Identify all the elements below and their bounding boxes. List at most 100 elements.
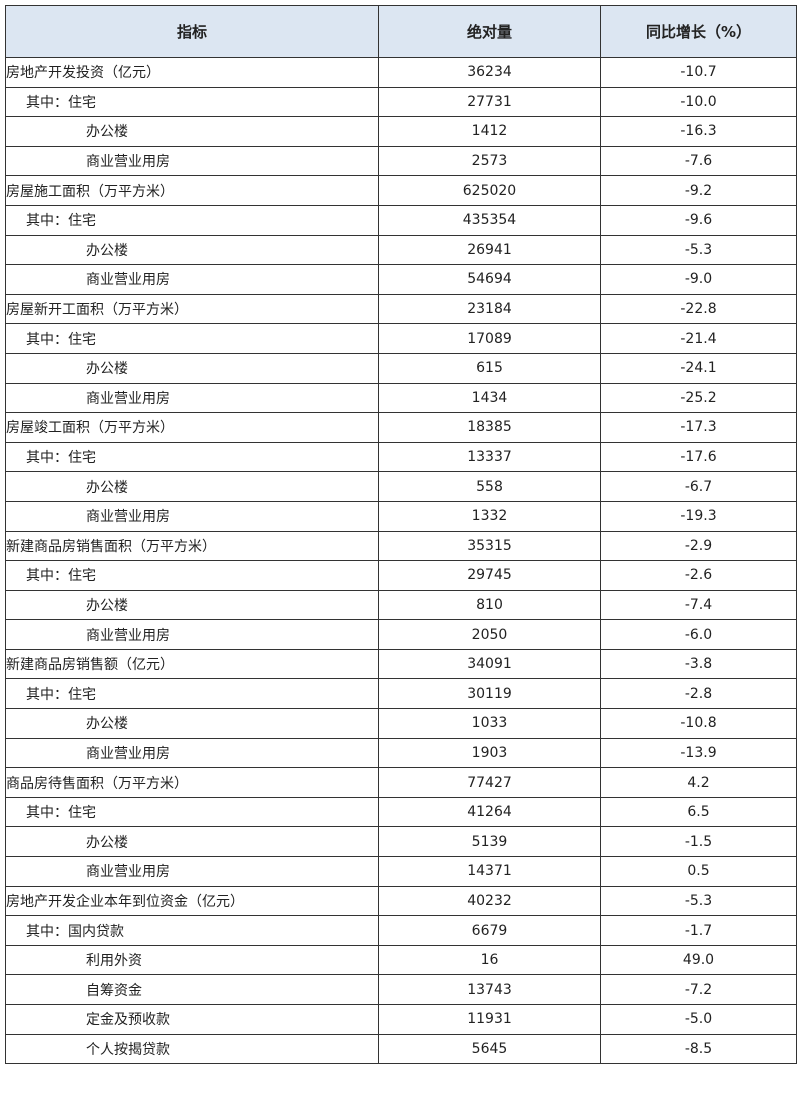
table-row: 房地产开发企业本年到位资金（亿元） 40232 -5.3 <box>5 885 797 917</box>
table-row: 房屋施工面积（万平方米） 625020 -9.2 <box>5 175 797 206</box>
absolute-value-cell: 23184 <box>378 293 601 325</box>
yoy-growth-cell: -5.0 <box>600 1004 797 1035</box>
table-row: 商品房待售面积（万平方米） 77427 4.2 <box>5 767 797 798</box>
indicator-cell: 商业营业用房 <box>5 145 379 177</box>
absolute-value-cell: 40232 <box>378 885 601 917</box>
absolute-value-cell: 435354 <box>378 204 601 236</box>
indicator-cell: 房屋新开工面积（万平方米） <box>5 293 379 325</box>
yoy-growth-cell: -19.3 <box>600 500 797 532</box>
table-row: 商业营业用房 1434 -25.2 <box>5 382 797 414</box>
indicator-cell: 其中：住宅 <box>5 86 379 118</box>
absolute-value-cell: 810 <box>378 589 601 621</box>
absolute-value-cell: 5139 <box>378 826 601 858</box>
indicator-cell: 房地产开发企业本年到位资金（亿元） <box>5 885 379 917</box>
indicator-cell: 商业营业用房 <box>5 500 379 532</box>
indicator-cell: 办公楼 <box>5 234 379 266</box>
absolute-value-cell: 17089 <box>378 323 601 354</box>
table-row: 新建商品房销售面积（万平方米） 35315 -2.9 <box>5 530 797 562</box>
table-row: 其中：住宅 17089 -21.4 <box>5 323 797 354</box>
table-row: 利用外资 16 49.0 <box>5 944 797 976</box>
table-row: 定金及预收款 11931 -5.0 <box>5 1004 797 1035</box>
absolute-value-cell: 1332 <box>378 500 601 532</box>
absolute-value-cell: 2573 <box>378 145 601 177</box>
yoy-growth-cell: -17.6 <box>600 441 797 473</box>
absolute-value-cell: 6679 <box>378 915 601 946</box>
indicator-cell: 自筹资金 <box>5 974 379 1005</box>
yoy-growth-cell: -13.9 <box>600 737 797 769</box>
yoy-growth-cell: -2.6 <box>600 560 797 591</box>
indicator-cell: 其中：住宅 <box>5 323 379 354</box>
yoy-growth-cell: -1.7 <box>600 915 797 946</box>
table-row: 其中：住宅 435354 -9.6 <box>5 204 797 236</box>
table-row: 商业营业用房 14371 0.5 <box>5 856 797 887</box>
indicator-cell: 商业营业用房 <box>5 619 379 650</box>
yoy-growth-cell: -6.0 <box>600 619 797 650</box>
absolute-value-cell: 2050 <box>378 619 601 650</box>
table-row: 房地产开发投资（亿元） 36234 -10.7 <box>5 57 797 88</box>
table-row: 办公楼 26941 -5.3 <box>5 234 797 266</box>
table-row: 办公楼 5139 -1.5 <box>5 826 797 858</box>
yoy-growth-cell: -2.8 <box>600 678 797 710</box>
yoy-growth-cell: 4.2 <box>600 767 797 798</box>
yoy-growth-cell: -7.6 <box>600 145 797 177</box>
yoy-growth-cell: 49.0 <box>600 944 797 976</box>
indicator-cell: 商业营业用房 <box>5 856 379 887</box>
yoy-growth-cell: -5.3 <box>600 885 797 917</box>
table-row: 办公楼 810 -7.4 <box>5 589 797 621</box>
absolute-value-cell: 41264 <box>378 796 601 828</box>
absolute-value-cell: 14371 <box>378 856 601 887</box>
indicator-cell: 其中：住宅 <box>5 560 379 591</box>
yoy-growth-cell: -9.6 <box>600 204 797 236</box>
absolute-value-cell: 13743 <box>378 974 601 1005</box>
absolute-value-cell: 11931 <box>378 1004 601 1035</box>
absolute-value-cell: 29745 <box>378 560 601 591</box>
indicator-cell: 定金及预收款 <box>5 1004 379 1035</box>
yoy-growth-cell: -8.5 <box>600 1033 797 1065</box>
table-row: 其中：住宅 13337 -17.6 <box>5 441 797 473</box>
table-row: 商业营业用房 2050 -6.0 <box>5 619 797 650</box>
table-row: 商业营业用房 54694 -9.0 <box>5 264 797 295</box>
table-row: 办公楼 558 -6.7 <box>5 471 797 502</box>
indicator-cell: 利用外资 <box>5 944 379 976</box>
table-row: 办公楼 1033 -10.8 <box>5 708 797 739</box>
indicator-cell: 新建商品房销售额（亿元） <box>5 648 379 680</box>
yoy-growth-cell: -7.2 <box>600 974 797 1005</box>
absolute-value-cell: 30119 <box>378 678 601 710</box>
absolute-value-cell: 5645 <box>378 1033 601 1065</box>
absolute-value-cell: 1903 <box>378 737 601 769</box>
yoy-growth-cell: -6.7 <box>600 471 797 502</box>
indicator-cell: 商业营业用房 <box>5 264 379 295</box>
absolute-value-cell: 77427 <box>378 767 601 798</box>
table-row: 个人按揭贷款 5645 -8.5 <box>5 1033 797 1065</box>
table-row: 房屋竣工面积（万平方米） 18385 -17.3 <box>5 412 797 443</box>
header-yoy-growth: 同比增长（%） <box>600 5 797 58</box>
indicator-cell: 个人按揭贷款 <box>5 1033 379 1065</box>
absolute-value-cell: 1033 <box>378 708 601 739</box>
indicator-cell: 房地产开发投资（亿元） <box>5 57 379 88</box>
absolute-value-cell: 35315 <box>378 530 601 562</box>
absolute-value-cell: 13337 <box>378 441 601 473</box>
indicator-cell: 办公楼 <box>5 589 379 621</box>
absolute-value-cell: 54694 <box>378 264 601 295</box>
real-estate-statistics-table: 指标 绝对量 同比增长（%） 房地产开发投资（亿元） 36234 -10.7 其中：住… <box>5 5 797 1065</box>
indicator-cell: 其中：住宅 <box>5 204 379 236</box>
indicator-cell: 办公楼 <box>5 826 379 858</box>
table-row: 商业营业用房 1332 -19.3 <box>5 500 797 532</box>
absolute-value-cell: 34091 <box>378 648 601 680</box>
indicator-cell: 房屋竣工面积（万平方米） <box>5 412 379 443</box>
yoy-growth-cell: -24.1 <box>600 352 797 384</box>
yoy-growth-cell: -5.3 <box>600 234 797 266</box>
indicator-cell: 房屋施工面积（万平方米） <box>5 175 379 206</box>
table-row: 房屋新开工面积（万平方米） 23184 -22.8 <box>5 293 797 325</box>
yoy-growth-cell: -22.8 <box>600 293 797 325</box>
yoy-growth-cell: 0.5 <box>600 856 797 887</box>
table-row: 商业营业用房 1903 -13.9 <box>5 737 797 769</box>
yoy-growth-cell: -3.8 <box>600 648 797 680</box>
indicator-cell: 其中：住宅 <box>5 441 379 473</box>
table-row: 其中：住宅 27731 -10.0 <box>5 86 797 118</box>
yoy-growth-cell: -1.5 <box>600 826 797 858</box>
yoy-growth-cell: -10.0 <box>600 86 797 118</box>
table-row: 其中：住宅 29745 -2.6 <box>5 560 797 591</box>
table-row: 商业营业用房 2573 -7.6 <box>5 145 797 177</box>
table-row: 办公楼 615 -24.1 <box>5 352 797 384</box>
